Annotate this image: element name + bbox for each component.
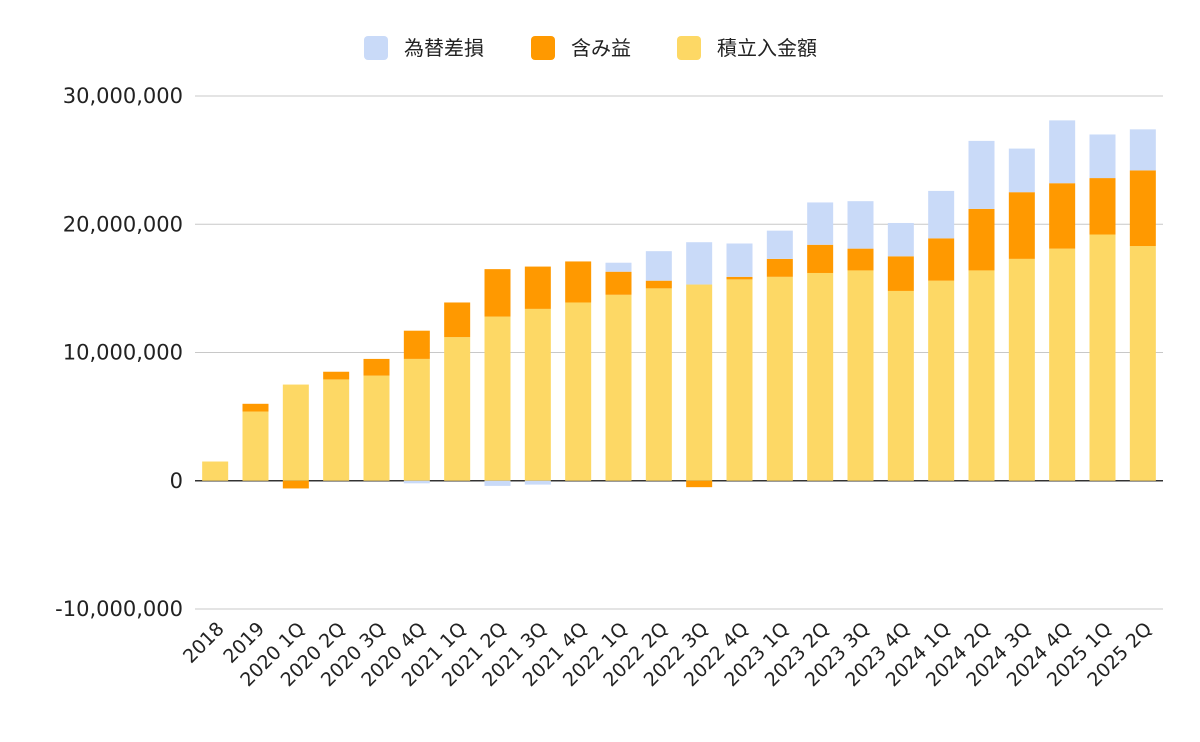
bar-segment — [444, 337, 471, 481]
bar-segment — [363, 375, 390, 481]
bar-segment — [686, 284, 713, 481]
bar-segment — [847, 201, 874, 249]
y-tick-label: 20,000,000 — [63, 212, 183, 236]
bar-segment — [847, 248, 874, 271]
bar-segment — [282, 384, 309, 481]
bar-segment — [565, 261, 592, 303]
bar-segment — [1089, 234, 1116, 481]
bar-segment — [363, 358, 390, 376]
bar-segment — [1089, 134, 1116, 179]
bar-segment — [323, 371, 350, 380]
bar-segment — [726, 276, 753, 280]
bar-segment — [403, 330, 430, 359]
bar-segment — [807, 202, 834, 245]
bar-segment — [928, 190, 955, 239]
bar-segment — [645, 251, 672, 281]
bar-segment — [444, 302, 471, 338]
bar-segment — [1049, 248, 1076, 481]
bar-segment — [766, 258, 793, 277]
bar-segment — [565, 302, 592, 481]
bar-segment — [403, 480, 430, 484]
bar-segment — [1008, 148, 1035, 193]
bar-segment — [1129, 129, 1156, 171]
bar-segment — [847, 270, 874, 481]
bar-segment — [484, 316, 511, 481]
bar-segment — [524, 308, 551, 481]
legend-label: 積立入金額 — [717, 36, 817, 60]
bar-segment — [1049, 183, 1076, 249]
bar-segment — [1129, 170, 1156, 247]
legend-swatch — [364, 36, 388, 60]
bar-segment — [484, 269, 511, 317]
bar-segment — [766, 276, 793, 481]
bar-segment — [887, 222, 914, 257]
y-tick-label: 30,000,000 — [63, 84, 183, 108]
bar-segment — [645, 288, 672, 481]
bar-segment — [242, 403, 269, 412]
bar-segment — [968, 208, 995, 271]
bar-segment — [605, 271, 632, 295]
bar-segment — [484, 480, 511, 486]
bar-segment — [403, 358, 430, 481]
bar-segment — [242, 411, 269, 481]
bar-segment — [1129, 246, 1156, 481]
bar-segment — [928, 280, 955, 481]
bar-segment — [726, 243, 753, 277]
y-tick-label: 10,000,000 — [63, 341, 183, 365]
bar-segment — [524, 266, 551, 309]
x-tick-label: 2018 — [179, 618, 229, 668]
bar-segment — [807, 244, 834, 273]
bar-segment — [202, 461, 229, 481]
bar-segment — [605, 294, 632, 481]
bar-segment — [282, 480, 309, 489]
bar-segment — [887, 290, 914, 481]
legend-label: 含み益 — [571, 36, 631, 60]
bar-segment — [1008, 258, 1035, 481]
bar-segment — [1008, 192, 1035, 259]
legend-swatch — [677, 36, 701, 60]
bar-segment — [1049, 120, 1076, 184]
bar-segment — [807, 272, 834, 481]
bar-segment — [968, 140, 995, 209]
bar-segment — [1089, 178, 1116, 235]
legend-label: 為替差損 — [404, 36, 484, 60]
bar-segment — [887, 256, 914, 291]
bar-segment — [686, 480, 713, 488]
legend-swatch — [531, 36, 555, 60]
bar-segment — [686, 242, 713, 285]
y-tick-label: -10,000,000 — [55, 597, 183, 621]
bar-segment — [645, 280, 672, 289]
bar-segment — [928, 238, 955, 281]
bar-segment — [323, 379, 350, 481]
bar-segment — [726, 279, 753, 481]
bar-segment — [524, 480, 551, 485]
bar-segment — [766, 230, 793, 259]
bar-segment — [605, 262, 632, 272]
y-tick-label: 0 — [170, 469, 183, 493]
bar-segment — [968, 270, 995, 481]
